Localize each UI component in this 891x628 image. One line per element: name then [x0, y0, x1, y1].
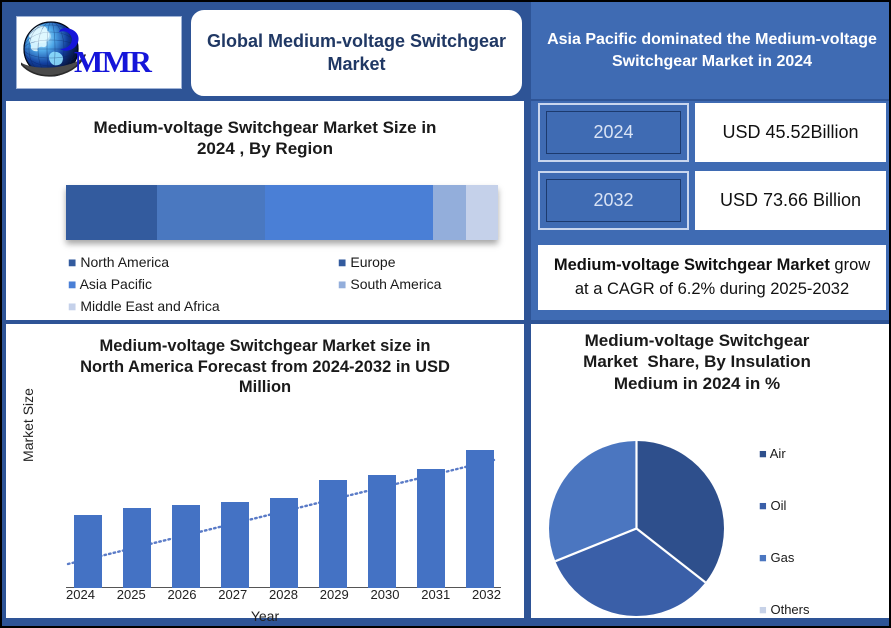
svg-text:MMR: MMR — [74, 44, 153, 79]
